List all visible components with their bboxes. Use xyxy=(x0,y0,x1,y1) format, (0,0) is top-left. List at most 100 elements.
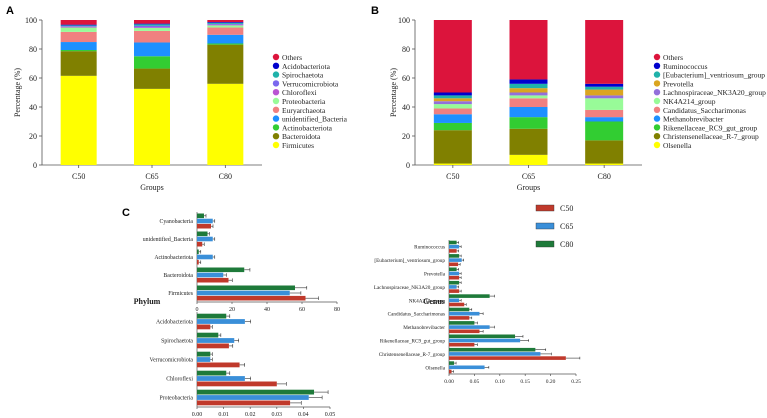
legend-label-olsenella: Olsenella xyxy=(663,141,692,150)
bar-c65-bacteroidota xyxy=(197,272,224,278)
y-tick-label: 60 xyxy=(29,74,37,83)
legend-marker-verrucomicrobiota xyxy=(272,80,280,87)
bar-segment-rikenellaceae-rc9-gut-group-c50 xyxy=(433,122,472,131)
bar-segment-acidobacteriota-c80 xyxy=(207,22,244,23)
category-label-rikenellaceae-rc9-gut-group: Rikenellaceae_RC9_gut_group xyxy=(380,339,446,345)
bar-segment-candidatus-saccharimonas-c80 xyxy=(585,109,624,118)
x-tick-label: 0.20 xyxy=(546,379,556,385)
bar-c65-olsenella xyxy=(449,365,485,370)
bar-c80-unidentified-bacteria xyxy=(197,231,208,237)
legend-label-chloroflexi: Chloroflexi xyxy=(282,88,317,97)
panel-label-a: A xyxy=(6,5,14,17)
x-tick-label: 0.15 xyxy=(520,379,530,385)
x-tick-label: 20 xyxy=(229,307,235,313)
x-tick-label: C80 xyxy=(597,172,610,181)
legend-marker-chloroflexi xyxy=(272,89,280,96)
bar-c50-acidobacteriota xyxy=(197,324,211,330)
category-label-cyanobacteria: Cyanobacteria xyxy=(160,219,194,225)
legend-label-christensenellaceae-r-7-group: Christensenellaceae_R-7_group xyxy=(663,132,759,141)
bar-c50-eubacterium-ventriosum-group xyxy=(449,262,459,267)
category-label-unidentified-bacteria: unidentified_Bacteria xyxy=(143,236,194,243)
bar-segment-chloroflexi-c50 xyxy=(60,26,97,28)
legend-label-verrucomicrobiota: Verrucomicrobiota xyxy=(282,79,339,88)
legend-marker-lachnospiraceae-nk3a20-group xyxy=(653,89,661,96)
legend-label-c80: C80 xyxy=(560,240,573,249)
bar-segment-others-c65 xyxy=(134,20,170,24)
x-tick-label: 0.00 xyxy=(192,412,203,418)
bar-c65-acidobacteriota xyxy=(197,319,245,324)
category-label-olsenella: Olsenella xyxy=(425,365,445,371)
bar-segment-verrucomicrobiota-c50 xyxy=(60,26,97,27)
bar-segment-others-c50 xyxy=(60,20,97,25)
category-label-prevotella: Prevotella xyxy=(424,272,446,278)
bar-c65-candidatus-saccharimonas xyxy=(449,311,480,316)
bar-c50-bacteroidota xyxy=(197,277,229,283)
legend-label-others: Others xyxy=(282,53,302,62)
legend-marker-methanobrevibacter xyxy=(653,115,661,122)
legend-label-spirochaetota: Spirochaetota xyxy=(282,71,324,80)
y-tick-label: 80 xyxy=(402,45,410,54)
x-tick-label: 60 xyxy=(299,307,305,313)
bar-c80-christensenellaceae-r-7-group xyxy=(449,347,536,352)
bar-c65-spirochaetota xyxy=(197,338,235,343)
legend-marker-spirochaetota xyxy=(272,71,280,78)
legend-marker-others xyxy=(272,53,280,61)
bar-segment-methanobrevibacter-c50 xyxy=(433,114,472,123)
bar-c65-rikenellaceae-rc9-gut-group xyxy=(449,338,521,343)
bar-c80-ruminococcus xyxy=(449,240,457,245)
x-tick-label: 0.01 xyxy=(218,412,229,418)
bar-segment-firmicutes-c80 xyxy=(207,83,244,165)
bar-segment-firmicutes-c65 xyxy=(134,88,170,165)
category-label-eubacterium-ventriosum-group: [Eubacterium]_ventriosum_group xyxy=(374,258,445,264)
bar-c80-candidatus-saccharimonas xyxy=(449,307,470,312)
bar-c80-actinobacteriota xyxy=(197,249,199,255)
bar-c80-eubacterium-ventriosum-group xyxy=(449,254,460,258)
bar-segment-methanobrevibacter-c65 xyxy=(509,107,548,118)
bar-c50-olsenella xyxy=(449,369,452,374)
bar-segment-candidatus-saccharimonas-c65 xyxy=(509,98,548,107)
x-axis-label: Groups xyxy=(517,183,541,192)
y-axis-label: Percentage (%) xyxy=(389,68,398,117)
y-tick-label: 100 xyxy=(398,16,410,25)
bar-segment-others-c80 xyxy=(585,20,624,84)
x-tick-label: 0 xyxy=(196,307,199,313)
legend-marker-candidatus-saccharimonas xyxy=(653,106,661,114)
category-label-verrucomicrobiota: Verrucomicrobiota xyxy=(150,358,194,364)
bar-c65-chloroflexi xyxy=(197,376,245,381)
bar-segment-nk4a214-group-c80 xyxy=(585,98,624,110)
bar-segment-actinobacteriota-c50 xyxy=(60,50,97,52)
legend-label-rikenellaceae-rc9-gut-group: Rikenellaceae_RC9_gut_group xyxy=(663,123,757,132)
x-tick-label: C50 xyxy=(446,172,459,181)
bar-segment-olsenella-c80 xyxy=(585,163,624,165)
category-label-lachnospiraceae-nk3a20-group: Lachnospiraceae_NK3A20_group xyxy=(374,285,446,291)
bar-segment-christensenellaceae-r-7-group-c50 xyxy=(433,130,472,164)
category-label-christensenellaceae-r-7-group: Christensenellaceae_R-7_group xyxy=(379,352,446,358)
bar-c50-firmicutes xyxy=(197,295,306,301)
legend-label-firmicutes: Firmicutes xyxy=(282,141,314,150)
bar-segment-euryarchaeota-c65 xyxy=(134,30,170,43)
x-tick-label: 0.05 xyxy=(470,379,480,385)
bar-segment-nk4a214-group-c65 xyxy=(509,95,548,99)
bar-c65-unidentified-bacteria xyxy=(197,236,213,242)
bar-c50-methanobrevibacter xyxy=(449,329,480,334)
x-axis-label: Groups xyxy=(140,183,164,192)
bar-c50-prevotella xyxy=(449,275,460,280)
bar-c80-chloroflexi xyxy=(197,370,227,376)
x-tick-label: 0.10 xyxy=(495,379,505,385)
legend-label-others: Others xyxy=(663,53,683,62)
legend-marker-rikenellaceae-rc9-gut-group xyxy=(653,124,661,131)
bar-c80-spirochaetota xyxy=(197,332,219,338)
bar-c80-verrucomicrobiota xyxy=(197,351,211,357)
bar-segment-others-c80 xyxy=(207,20,244,23)
legend-label-prevotella: Prevotella xyxy=(663,79,694,88)
legend-label-actinobacteriota: Actinobacteriota xyxy=(282,123,333,132)
bar-c65-actinobacteriota xyxy=(197,254,213,260)
bar-segment-rikenellaceae-rc9-gut-group-c80 xyxy=(585,121,624,141)
bar-segment-proteobacteria-c65 xyxy=(134,27,170,31)
bar-c50-cyanobacteria xyxy=(197,223,211,229)
category-label-nk4a214-group: NK4A214_group xyxy=(409,298,446,304)
bar-c80-firmicutes xyxy=(197,285,295,291)
legend-label-euryarchaeota: Euryarchaeota xyxy=(282,106,326,115)
legend-swatch-c65 xyxy=(535,222,555,230)
legend-swatch-c50 xyxy=(535,204,555,212)
